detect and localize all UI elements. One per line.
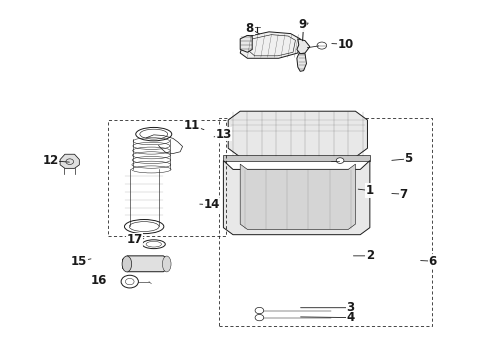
Ellipse shape <box>162 256 171 272</box>
Polygon shape <box>297 54 306 71</box>
Polygon shape <box>60 154 79 168</box>
Ellipse shape <box>122 256 132 272</box>
Polygon shape <box>122 256 168 272</box>
Text: 9: 9 <box>298 18 307 31</box>
Text: 7: 7 <box>399 188 408 201</box>
Polygon shape <box>228 111 368 157</box>
Polygon shape <box>240 35 252 52</box>
Polygon shape <box>223 161 370 235</box>
Text: 10: 10 <box>338 38 354 51</box>
Text: 6: 6 <box>428 255 437 267</box>
Text: 12: 12 <box>43 154 59 167</box>
Text: 2: 2 <box>366 249 374 262</box>
Polygon shape <box>297 39 310 54</box>
Text: 11: 11 <box>184 119 200 132</box>
Polygon shape <box>240 164 355 229</box>
Polygon shape <box>240 32 300 58</box>
Circle shape <box>255 314 264 321</box>
Text: 14: 14 <box>203 198 220 211</box>
Text: 17: 17 <box>126 234 143 247</box>
Text: 15: 15 <box>71 255 88 267</box>
Circle shape <box>255 307 264 314</box>
Text: 13: 13 <box>215 128 231 141</box>
Text: 1: 1 <box>366 184 374 197</box>
Text: 8: 8 <box>245 22 254 35</box>
Bar <box>108 120 226 237</box>
Polygon shape <box>299 23 308 25</box>
Circle shape <box>336 158 344 163</box>
Circle shape <box>317 42 327 49</box>
Polygon shape <box>223 155 370 161</box>
Text: 16: 16 <box>90 274 107 287</box>
Text: 3: 3 <box>346 301 355 314</box>
Text: 4: 4 <box>346 311 355 324</box>
Bar <box>219 118 432 327</box>
Text: 5: 5 <box>404 152 413 165</box>
